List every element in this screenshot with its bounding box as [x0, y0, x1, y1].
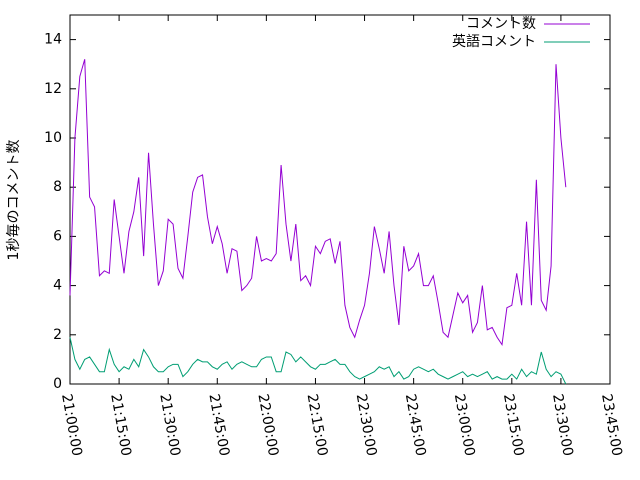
x-tick-label: 21:00:00: [58, 393, 85, 458]
x-tick-label: 22:15:00: [304, 393, 331, 458]
y-tick-label: 10: [44, 130, 62, 146]
plot-frame: [69, 14, 611, 385]
x-tick-label: 22:45:00: [402, 393, 429, 458]
x-tick-label: 22:30:00: [353, 393, 380, 458]
y-tick-label: 4: [53, 278, 62, 294]
series-line: [69, 59, 567, 347]
y-tick-label: 12: [44, 81, 62, 97]
y-tick-label: 0: [53, 376, 62, 392]
y-tick-label: 14: [44, 32, 62, 48]
y-axis-label: 1秒毎のコメント数: [6, 140, 22, 261]
y-tick-label: 6: [53, 228, 62, 244]
x-tick-label: 21:45:00: [205, 393, 232, 458]
x-tick-label: 23:00:00: [451, 393, 478, 458]
legend-label: コメント数: [466, 16, 536, 32]
x-tick-label: 23:30:00: [549, 393, 576, 458]
x-tick-label: 21:30:00: [156, 393, 183, 458]
x-tick-label: 23:45:00: [598, 393, 625, 458]
legend-label: 英語コメント: [452, 33, 536, 50]
x-tick-label: 23:15:00: [500, 393, 527, 458]
y-tick-label: 8: [53, 179, 62, 195]
x-tick-label: 22:00:00: [254, 393, 281, 458]
x-tick-label: 21:15:00: [107, 393, 134, 458]
y-tick-label: 2: [53, 327, 62, 343]
series-line: [69, 337, 567, 385]
